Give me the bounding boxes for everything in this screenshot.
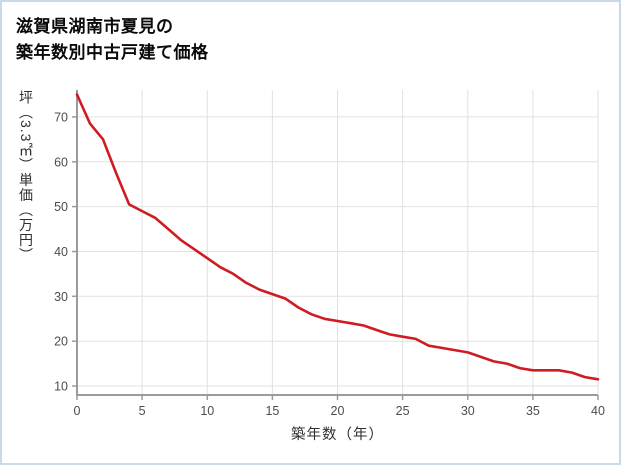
x-tick-label: 25 (396, 404, 410, 418)
x-tick-label: 40 (591, 404, 605, 418)
title-line-1: 滋賀県湖南市夏見の (16, 17, 174, 36)
y-tick-label: 70 (54, 110, 68, 124)
page-title: 滋賀県湖南市夏見の 築年数別中古戸建て価格 (2, 2, 619, 68)
price-chart-svg: 0 5 10 15 20 25 30 35 40 10 20 30 40 50 60 70 (54, 90, 605, 418)
x-axis-label: 築年数（年） (291, 427, 384, 443)
x-tick-label: 30 (461, 404, 475, 418)
x-tick-label: 20 (331, 404, 345, 418)
y-tick-label: 50 (54, 200, 68, 214)
title-line-2: 築年数別中古戸建て価格 (16, 43, 209, 62)
y-tick-label: 40 (54, 245, 68, 259)
x-tick-label: 0 (74, 404, 81, 418)
y-tick-label: 10 (54, 380, 68, 394)
y-tick-label: 30 (54, 290, 68, 304)
x-tick-label: 10 (200, 404, 214, 418)
y-tick-label: 20 (54, 335, 68, 349)
x-tick-label: 35 (526, 404, 540, 418)
y-axis-label: 坪（3.3㎡）単価（万円） (18, 90, 34, 263)
y-tick-label: 60 (54, 155, 68, 169)
x-tick-label: 5 (139, 404, 146, 418)
x-tick-label: 15 (265, 404, 279, 418)
chart-area: 0 5 10 15 20 25 30 35 40 10 20 30 40 50 60 70 坪（3.3㎡）単価… (2, 68, 619, 457)
price-line (75, 93, 600, 381)
